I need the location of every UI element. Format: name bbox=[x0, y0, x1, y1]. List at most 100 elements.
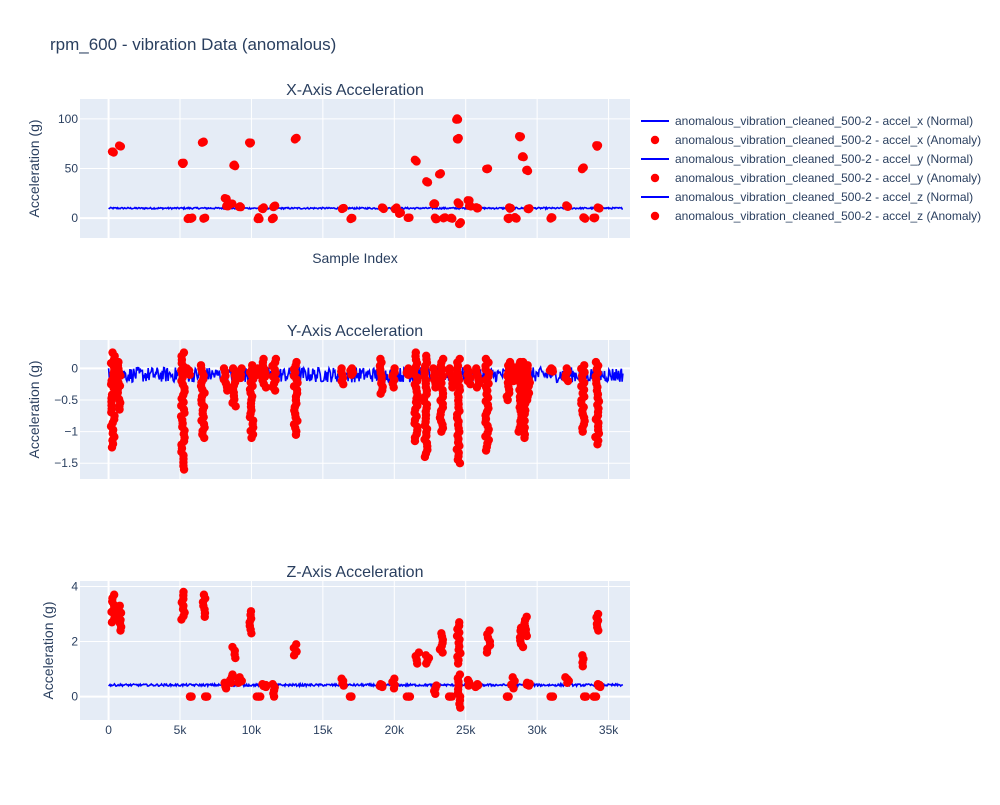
anomaly-point[interactable] bbox=[337, 364, 346, 373]
anomaly-point[interactable] bbox=[115, 601, 124, 610]
anomaly-point[interactable] bbox=[523, 361, 532, 370]
anomaly-point[interactable] bbox=[591, 357, 601, 367]
anomaly-point[interactable] bbox=[512, 214, 521, 223]
anomaly-point[interactable] bbox=[519, 152, 528, 162]
legend-item[interactable]: anomalous_vibration_cleaned_500-2 - acce… bbox=[641, 190, 973, 204]
anomaly-point[interactable] bbox=[437, 629, 446, 638]
anomaly-point[interactable] bbox=[390, 364, 399, 373]
anomaly-point[interactable] bbox=[516, 132, 526, 141]
anomaly-point[interactable] bbox=[448, 214, 457, 223]
anomaly-point[interactable] bbox=[547, 364, 556, 373]
anomaly-point[interactable] bbox=[562, 364, 571, 373]
anomaly-point[interactable] bbox=[522, 678, 532, 688]
anomaly-point[interactable] bbox=[109, 590, 119, 599]
anomaly-point[interactable] bbox=[292, 133, 301, 143]
anomaly-point[interactable] bbox=[412, 157, 421, 166]
anomaly-point[interactable] bbox=[578, 651, 587, 660]
anomaly-point[interactable] bbox=[179, 348, 189, 357]
anomaly-point[interactable] bbox=[481, 354, 491, 364]
anomaly-point[interactable] bbox=[548, 692, 558, 701]
anomaly-point[interactable] bbox=[235, 673, 244, 682]
anomaly-point[interactable] bbox=[580, 214, 590, 223]
anomaly-point[interactable] bbox=[508, 673, 517, 682]
anomaly-point[interactable] bbox=[270, 201, 280, 210]
anomaly-point[interactable] bbox=[337, 674, 346, 683]
anomaly-point[interactable] bbox=[445, 364, 454, 373]
anomaly-point[interactable] bbox=[228, 642, 237, 652]
anomaly-point[interactable] bbox=[402, 692, 412, 701]
anomaly-point[interactable] bbox=[347, 364, 357, 373]
anomaly-point[interactable] bbox=[390, 674, 399, 683]
anomaly-point[interactable] bbox=[185, 692, 195, 701]
anomaly-point[interactable] bbox=[595, 204, 604, 213]
anomaly-point[interactable] bbox=[200, 213, 210, 222]
anomaly-point[interactable] bbox=[503, 692, 512, 701]
anomaly-point[interactable] bbox=[445, 692, 454, 701]
legend-item[interactable]: anomalous_vibration_cleaned_500-2 - acce… bbox=[650, 133, 981, 147]
anomaly-point[interactable] bbox=[506, 203, 516, 213]
anomaly-point[interactable] bbox=[522, 612, 531, 621]
anomaly-point[interactable] bbox=[429, 364, 438, 373]
anomaly-point[interactable] bbox=[506, 361, 516, 370]
anomaly-point[interactable] bbox=[259, 203, 268, 212]
anomaly-point[interactable] bbox=[269, 213, 278, 222]
anomaly-point[interactable] bbox=[230, 161, 240, 171]
anomaly-point[interactable] bbox=[563, 202, 573, 212]
anomaly-point[interactable] bbox=[473, 680, 482, 689]
anomaly-point[interactable] bbox=[423, 178, 433, 187]
anomaly-point[interactable] bbox=[438, 354, 448, 364]
anomaly-point[interactable] bbox=[268, 680, 277, 689]
anomaly-point[interactable] bbox=[456, 218, 466, 227]
anomaly-point[interactable] bbox=[179, 587, 188, 597]
anomaly-point[interactable] bbox=[228, 364, 238, 373]
anomaly-point[interactable] bbox=[483, 164, 493, 173]
anomaly-point[interactable] bbox=[421, 651, 431, 660]
anomaly-point[interactable] bbox=[422, 351, 431, 360]
anomaly-point[interactable] bbox=[454, 133, 463, 143]
anomaly-point[interactable] bbox=[525, 204, 534, 213]
anomaly-point[interactable] bbox=[376, 354, 385, 364]
anomaly-point[interactable] bbox=[236, 202, 246, 212]
anomaly-point[interactable] bbox=[455, 354, 464, 364]
anomaly-point[interactable] bbox=[396, 208, 406, 217]
anomaly-point[interactable] bbox=[590, 213, 600, 222]
anomaly-point[interactable] bbox=[405, 213, 414, 222]
anomaly-point[interactable] bbox=[109, 148, 118, 157]
anomaly-point[interactable] bbox=[593, 680, 603, 689]
legend-item[interactable]: anomalous_vibration_cleaned_500-2 - acce… bbox=[650, 209, 981, 223]
anomaly-point[interactable] bbox=[414, 648, 424, 657]
anomaly-point[interactable] bbox=[453, 115, 463, 124]
anomaly-point[interactable] bbox=[196, 361, 206, 370]
legend-item[interactable]: anomalous_vibration_cleaned_500-2 - acce… bbox=[650, 171, 981, 185]
anomaly-point[interactable] bbox=[182, 364, 192, 373]
anomaly-point[interactable] bbox=[246, 607, 256, 616]
legend-item[interactable]: anomalous_vibration_cleaned_500-2 - acce… bbox=[641, 152, 973, 166]
anomaly-point[interactable] bbox=[561, 673, 570, 682]
anomaly-point[interactable] bbox=[455, 199, 464, 209]
anomaly-point[interactable] bbox=[188, 213, 197, 222]
anomaly-point[interactable] bbox=[199, 137, 208, 146]
anomaly-point[interactable] bbox=[254, 692, 263, 701]
anomaly-point[interactable] bbox=[472, 364, 481, 373]
anomaly-point[interactable] bbox=[379, 204, 388, 214]
anomaly-point[interactable] bbox=[179, 158, 188, 168]
anomaly-point[interactable] bbox=[228, 199, 237, 208]
anomaly-point[interactable] bbox=[463, 675, 473, 685]
anomaly-point[interactable] bbox=[593, 609, 603, 619]
anomaly-point[interactable] bbox=[579, 163, 588, 172]
anomaly-point[interactable] bbox=[114, 357, 123, 367]
anomaly-point[interactable] bbox=[548, 213, 557, 222]
anomaly-point[interactable] bbox=[237, 364, 246, 373]
anomaly-point[interactable] bbox=[455, 618, 464, 627]
anomaly-point[interactable] bbox=[411, 348, 421, 357]
anomaly-point[interactable] bbox=[108, 348, 117, 357]
anomaly-point[interactable] bbox=[436, 169, 446, 178]
anomaly-point[interactable] bbox=[292, 357, 301, 367]
anomaly-point[interactable] bbox=[116, 142, 126, 151]
anomaly-point[interactable] bbox=[255, 214, 264, 224]
anomaly-point[interactable] bbox=[473, 203, 483, 213]
legend[interactable]: anomalous_vibration_cleaned_500-2 - acce… bbox=[641, 114, 981, 223]
anomaly-point[interactable] bbox=[201, 692, 211, 701]
anomaly-point[interactable] bbox=[523, 166, 533, 176]
anomaly-point[interactable] bbox=[432, 681, 441, 690]
